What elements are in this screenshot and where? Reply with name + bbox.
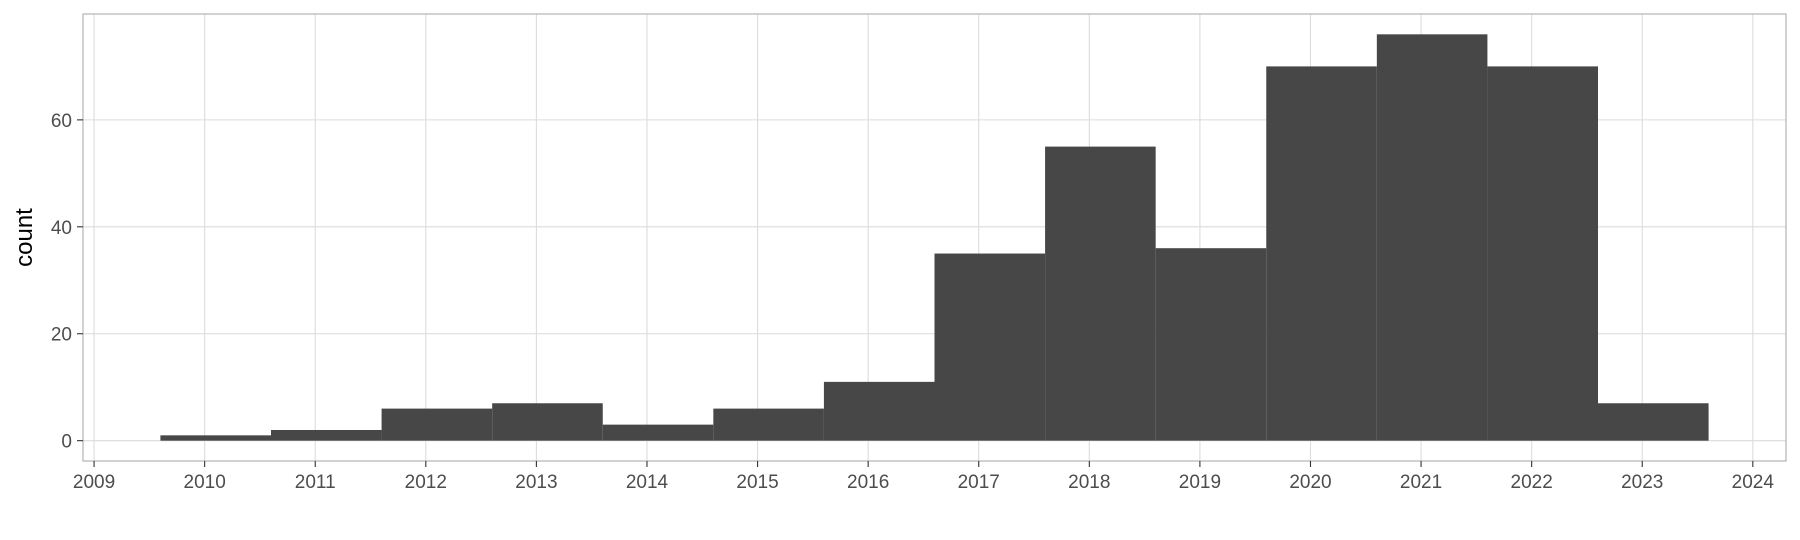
y-axis-title: count [11, 208, 38, 267]
histogram-bar [713, 408, 824, 441]
x-tick-label: 2022 [1511, 472, 1553, 493]
x-tick-label: 2016 [847, 472, 889, 493]
x-tick-label: 2021 [1400, 472, 1442, 493]
panel-border [82, 13, 1787, 462]
x-tick-label: 2024 [1732, 472, 1775, 493]
histogram-bar [1598, 403, 1709, 441]
x-axis: 2009 2010 2011 2012 2013 2014 2015 2016 2017 2018… [73, 461, 1774, 493]
histogram-bar [381, 408, 493, 441]
x-tick-label: 2009 [73, 472, 115, 493]
y-tick-label: 60 [51, 111, 72, 132]
x-tick-label: 2010 [184, 472, 226, 493]
histogram-bar [602, 424, 714, 441]
histogram-bar [1045, 146, 1156, 441]
histogram-bar [934, 253, 1046, 441]
histogram-bar [1487, 66, 1599, 441]
y-tick-label: 20 [51, 325, 72, 346]
y-tick-label: 0 [61, 432, 72, 453]
histogram-bar [160, 435, 271, 441]
x-tick-label: 2011 [295, 472, 336, 493]
x-tick-label: 2013 [515, 472, 557, 493]
x-tick-label: 2018 [1068, 472, 1110, 493]
y-axis: 0 20 40 60 [51, 111, 83, 453]
histogram-bar [823, 381, 935, 441]
histogram-bar [1155, 248, 1267, 441]
x-tick-label: 2015 [736, 472, 778, 493]
x-tick-label: 2012 [405, 472, 447, 493]
x-tick-label: 2014 [626, 472, 669, 493]
x-tick-label: 2019 [1179, 472, 1221, 493]
y-tick-label: 40 [51, 218, 72, 239]
x-tick-label: 2020 [1289, 472, 1331, 493]
histogram-bars [160, 34, 1709, 441]
histogram-bar [270, 429, 382, 441]
x-tick-label: 2017 [958, 472, 1000, 493]
x-tick-label: 2023 [1621, 472, 1663, 493]
histogram-bar [1376, 34, 1488, 441]
histogram-bar [492, 403, 603, 441]
histogram-bar [1266, 66, 1377, 441]
